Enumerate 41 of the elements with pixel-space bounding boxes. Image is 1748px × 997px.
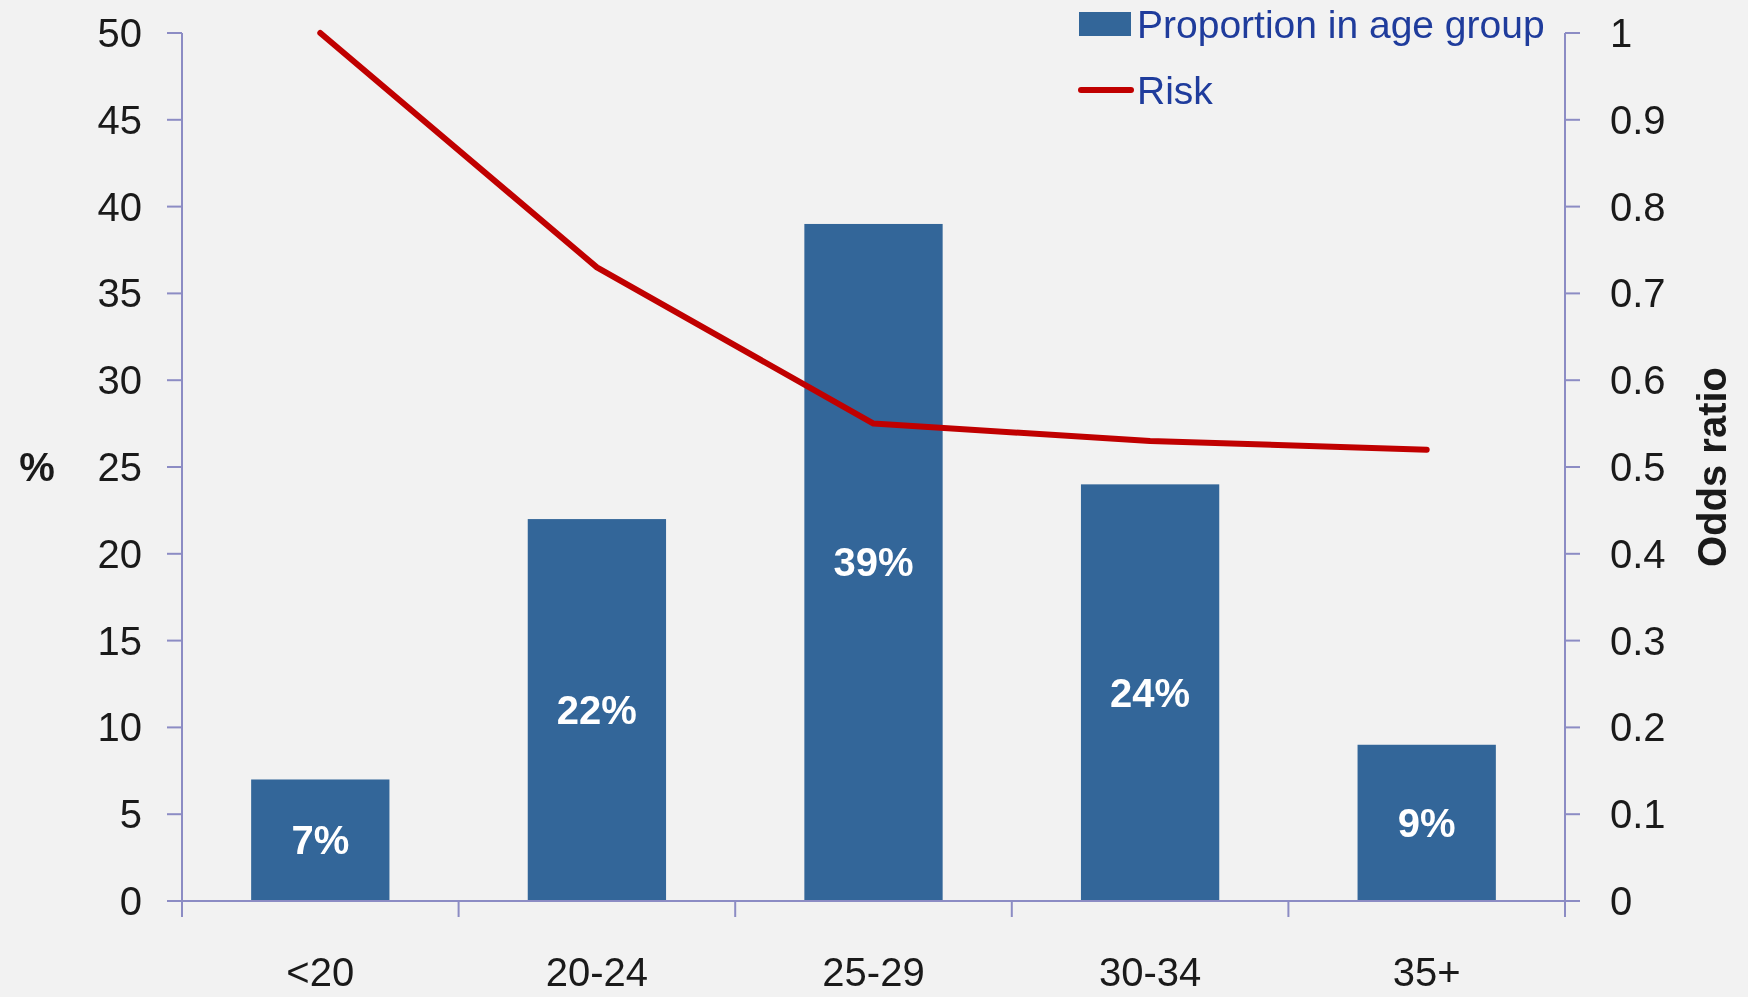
bar (527, 519, 667, 901)
y-tick-label: 25 (97, 445, 142, 489)
y-tick-label: 40 (97, 184, 142, 229)
y-tick-label: 30 (97, 358, 142, 403)
bar (804, 223, 943, 901)
legend-label: Risk (1137, 68, 1214, 112)
y-tick-label: 20 (97, 531, 142, 576)
y2-tick-label: 0.1 (1610, 792, 1666, 837)
y2-tick-label: 0.3 (1610, 618, 1666, 663)
data-label: 39% (833, 540, 914, 585)
y-tick-label: 5 (119, 792, 142, 837)
data-label: 7% (291, 818, 350, 863)
y2-tick-label: 0.6 (1610, 358, 1666, 403)
bar (1080, 484, 1220, 901)
y2-tick-label: 0.7 (1610, 271, 1666, 316)
y2-tick-label: 0 (1610, 879, 1633, 923)
y-tick-label: 35 (97, 271, 142, 316)
y2-tick-label: 0.9 (1610, 97, 1666, 142)
y2-tick-label: 0.8 (1610, 184, 1666, 229)
y2-tick-label: 0.2 (1610, 705, 1666, 750)
x-tick-label: 35+ (1392, 950, 1461, 994)
x-tick-label: 30-34 (1098, 950, 1202, 994)
y-tick-label: 10 (97, 705, 142, 750)
y-axis-title: % (19, 445, 55, 489)
legend-label: Proportion in age group (1137, 2, 1545, 46)
y-tick-label: 0 (119, 879, 142, 923)
y2-tick-label: 0.4 (1610, 531, 1666, 576)
y2-axis-title: Odds ratio (1690, 366, 1734, 568)
y-tick-label: 15 (97, 618, 142, 663)
data-label: 9% (1397, 800, 1456, 845)
bar (1357, 744, 1496, 901)
x-tick-label: 25-29 (822, 950, 925, 994)
data-label: 22% (556, 688, 637, 733)
y-tick-label: 45 (97, 97, 142, 142)
x-tick-label: 20-24 (545, 950, 649, 994)
y2-tick-label: 0.5 (1610, 445, 1666, 489)
bar (251, 779, 390, 901)
y2-tick-label: 1 (1610, 11, 1633, 55)
x-tick-label: <20 (286, 950, 355, 994)
data-label: 24% (1110, 670, 1191, 715)
y-tick-label: 50 (97, 11, 142, 55)
